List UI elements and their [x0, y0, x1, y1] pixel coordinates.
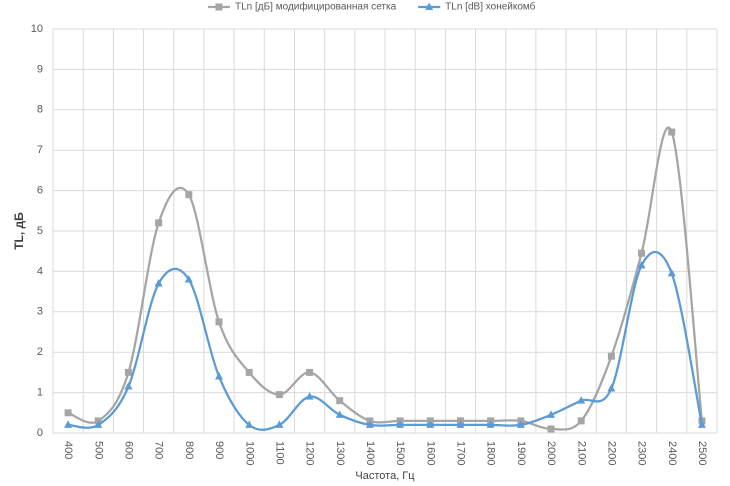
legend-label: TLn [dB] хонейкомб	[445, 1, 536, 13]
point	[577, 417, 585, 425]
x-tick-label: 800	[183, 441, 195, 459]
y-tick-label: 6	[37, 185, 43, 197]
point	[305, 392, 314, 400]
legend-label: TLn [дБ] модифицированная сетка	[235, 1, 397, 13]
point	[336, 397, 344, 405]
x-tick-label: 2400	[666, 441, 678, 465]
point	[697, 420, 706, 428]
point	[425, 2, 434, 10]
x-tick-label: 1700	[455, 441, 467, 465]
x-tick-label: 2100	[575, 441, 587, 465]
point	[124, 382, 133, 390]
point	[94, 420, 103, 428]
x-tick-label: 1100	[273, 441, 285, 465]
point	[607, 384, 616, 392]
x-tick-label: 1600	[424, 441, 436, 465]
point	[547, 425, 555, 433]
x-tick-label: 2200	[605, 441, 617, 465]
point	[245, 420, 254, 428]
y-axis-title: TL, дБ	[12, 212, 26, 250]
point	[486, 420, 495, 428]
point	[155, 219, 163, 227]
point	[154, 279, 163, 287]
point	[306, 368, 314, 376]
y-tick-label: 1	[37, 387, 43, 399]
y-tick-label: 0	[37, 427, 43, 439]
y-tick-label: 4	[37, 265, 43, 277]
point	[426, 420, 435, 428]
x-tick-label: 500	[92, 441, 104, 459]
point	[215, 318, 223, 326]
x-tick-label: 2300	[636, 441, 648, 465]
x-tick-label: 1200	[304, 441, 316, 465]
y-tick-label: 7	[37, 144, 43, 156]
x-tick-label: 900	[213, 441, 225, 459]
x-axis-title: Частота, Гц	[355, 470, 415, 482]
point	[638, 249, 646, 257]
point	[64, 409, 72, 417]
x-tick-label: 600	[123, 441, 135, 459]
x-tick-label: 2000	[545, 441, 557, 465]
x-tick-label: 2500	[696, 441, 708, 465]
point	[124, 368, 132, 376]
point	[547, 410, 555, 418]
point	[668, 128, 676, 136]
y-tick-label: 3	[37, 306, 43, 318]
y-tick-label: 10	[31, 23, 43, 35]
x-tick-label: 1000	[243, 441, 255, 465]
x-tick-label: 400	[62, 441, 74, 459]
point	[516, 420, 525, 428]
point	[456, 420, 465, 428]
point	[215, 371, 223, 380]
point	[335, 410, 344, 418]
y-tick-label: 8	[37, 104, 43, 116]
x-tick-label: 1900	[515, 441, 527, 465]
point	[275, 420, 284, 428]
point	[667, 268, 676, 277]
x-tick-label: 1400	[364, 441, 376, 465]
x-tick-label: 1500	[394, 441, 406, 465]
point	[396, 420, 405, 428]
point	[64, 420, 73, 428]
point	[185, 191, 193, 199]
y-tick-label: 9	[37, 63, 43, 75]
point	[245, 368, 253, 376]
y-tick-label: 2	[37, 346, 43, 358]
x-tick-label: 1300	[334, 441, 346, 465]
y-tick-label: 5	[37, 225, 43, 237]
point	[365, 420, 374, 428]
series-line	[67, 251, 704, 431]
x-tick-label: 700	[153, 441, 165, 459]
point	[607, 352, 615, 360]
point	[184, 274, 193, 283]
x-tick-label: 1800	[485, 441, 497, 465]
point	[577, 396, 586, 404]
point	[637, 260, 646, 269]
point	[275, 391, 283, 399]
point	[215, 3, 223, 11]
